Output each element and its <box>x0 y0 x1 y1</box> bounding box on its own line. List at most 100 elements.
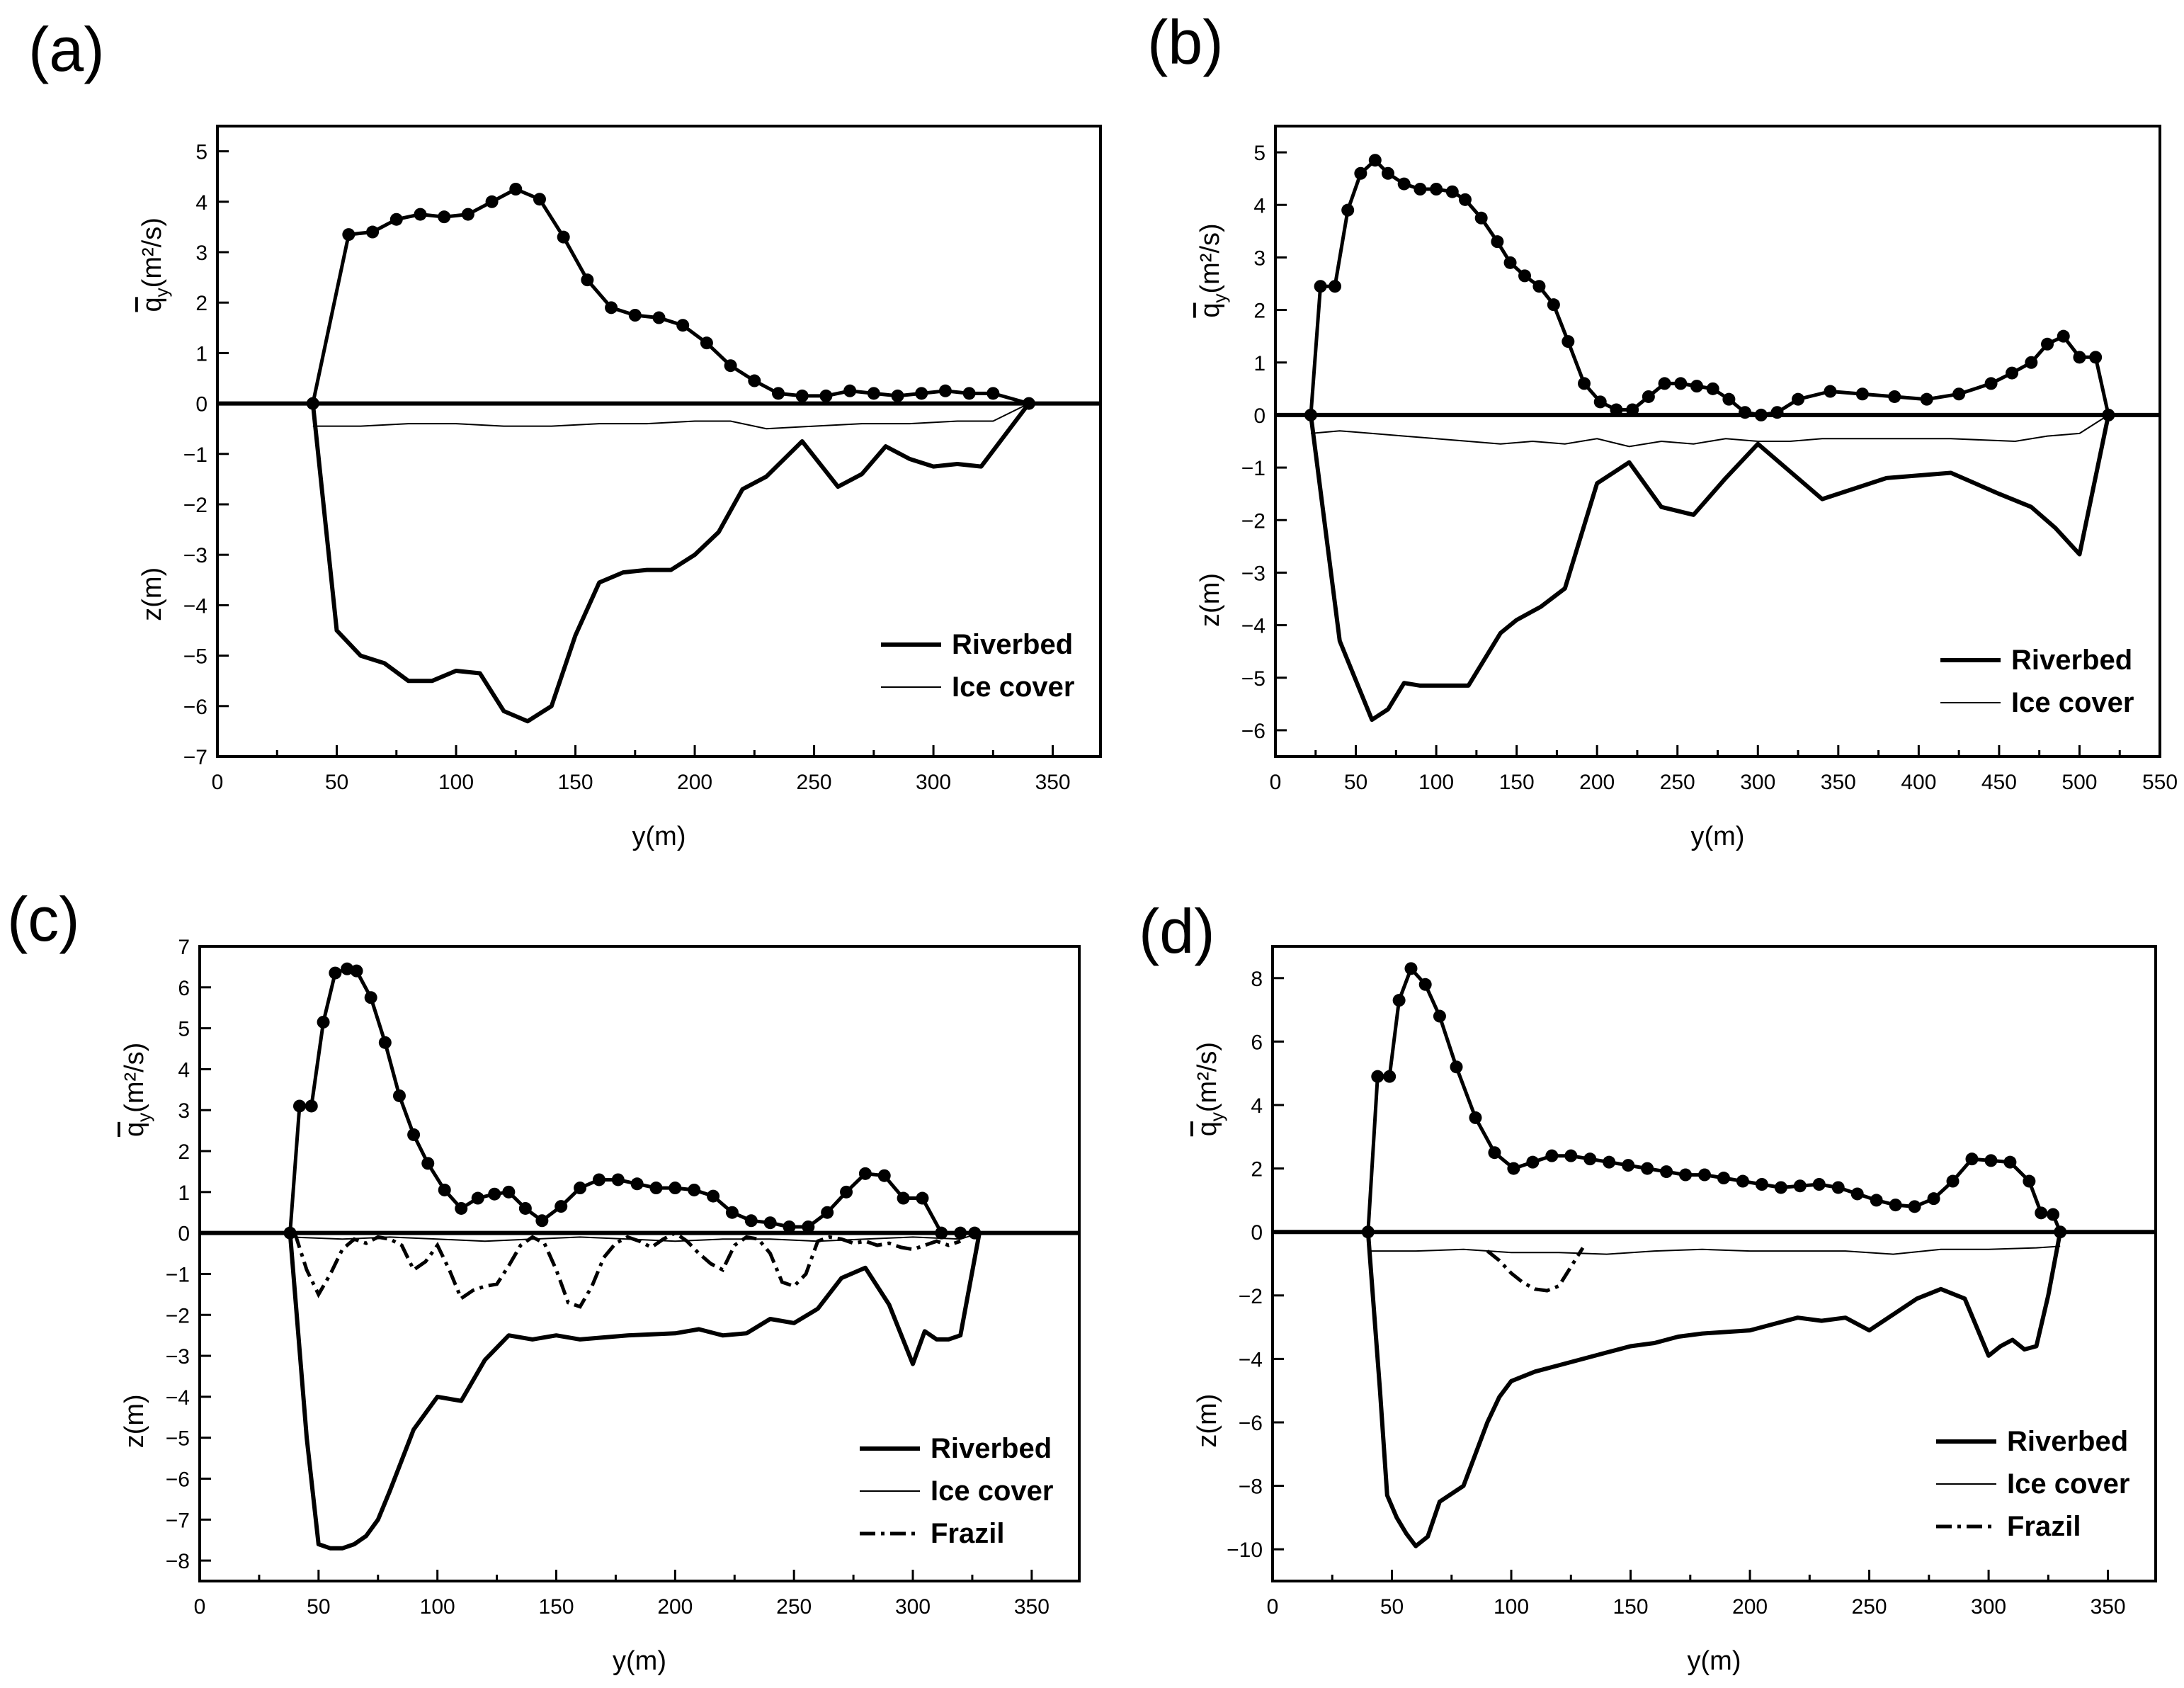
discharge-point <box>1888 390 1901 403</box>
x-axis-label: y(m) <box>1691 822 1745 851</box>
discharge-point <box>707 1189 720 1203</box>
discharge-point <box>688 1183 701 1196</box>
discharge-line <box>311 187 1030 406</box>
riverbed-line <box>1309 414 2111 723</box>
y-tick-label: −6 <box>183 696 207 719</box>
discharge-point <box>518 1201 532 1215</box>
x-tick-label: 50 <box>1344 771 1367 794</box>
y-tick-label: −6 <box>166 1468 190 1491</box>
y-tick-label: −7 <box>166 1509 190 1532</box>
y-tick-label: 2 <box>178 1140 190 1164</box>
discharge-point <box>630 1177 644 1191</box>
y-axis-label-top: qy(m²/s) <box>137 217 172 312</box>
discharge-point <box>611 1173 625 1186</box>
discharge-point <box>1503 256 1517 269</box>
x-tick-label: 300 <box>895 1595 931 1619</box>
discharge-point <box>968 1226 982 1240</box>
y-tick-label: 5 <box>178 1018 190 1041</box>
discharge-point <box>438 210 451 224</box>
y-tick-label: −8 <box>1239 1475 1263 1499</box>
discharge-point <box>1698 1168 1712 1182</box>
discharge-point <box>2089 351 2103 364</box>
discharge-point <box>605 301 618 315</box>
discharge-point <box>1371 1070 1384 1083</box>
discharge-point <box>1927 1192 1940 1206</box>
discharge-point <box>341 962 354 975</box>
y-tick-label: 1 <box>178 1182 190 1205</box>
discharge-point <box>581 273 594 287</box>
discharge-point <box>1507 1162 1520 1175</box>
x-tick-label: 500 <box>2061 771 2097 794</box>
riverbed-line <box>288 1233 982 1551</box>
discharge-point <box>554 1200 568 1213</box>
discharge-point <box>1564 1149 1578 1162</box>
discharge-point <box>724 359 737 373</box>
discharge-point <box>2006 366 2019 380</box>
y-axis-label-bottom: z(m) <box>137 567 167 621</box>
discharge-point <box>763 1216 777 1230</box>
x-tick-label: 50 <box>1380 1595 1404 1619</box>
discharge-point <box>1450 1060 1463 1074</box>
discharge-point <box>2025 356 2038 369</box>
x-tick-label: 350 <box>2091 1595 2126 1619</box>
x-tick-label: 150 <box>558 771 593 794</box>
discharge-point <box>366 225 380 239</box>
frazil-line <box>1486 1247 1585 1293</box>
discharge-point <box>1690 380 1703 393</box>
legend-label-riverbed: Riverbed <box>2007 1426 2128 1457</box>
x-tick-label: 400 <box>1901 771 1936 794</box>
y-tick-label: 2 <box>1251 1158 1263 1182</box>
discharge-point <box>306 397 319 410</box>
discharge-point <box>1354 166 1367 180</box>
y-axis-label-bottom: z(m) <box>1193 1394 1222 1448</box>
x-tick-label: 100 <box>1418 771 1454 794</box>
y-tick-label: 8 <box>1251 968 1263 991</box>
discharge-point <box>915 387 928 400</box>
discharge-point <box>1984 1154 1998 1167</box>
ice-cover-line <box>312 402 1030 430</box>
ice-cover-line <box>290 1232 980 1242</box>
discharge-point <box>592 1173 605 1186</box>
discharge-point <box>1641 1162 1654 1175</box>
discharge-point <box>1658 377 1671 390</box>
discharge-line <box>1309 158 2110 417</box>
panel-label: (c) <box>7 884 80 954</box>
discharge-point <box>1755 1178 1768 1191</box>
discharge-point <box>1774 1181 1787 1194</box>
y-tick-label: 4 <box>1251 1094 1263 1118</box>
x-tick-label: 250 <box>776 1595 812 1619</box>
discharge-point <box>389 213 403 226</box>
discharge-point <box>535 1214 549 1228</box>
y-tick-label: −1 <box>166 1263 190 1286</box>
y-tick-label: −3 <box>166 1345 190 1369</box>
discharge-point <box>1946 1174 1960 1188</box>
discharge-point <box>1545 1149 1559 1162</box>
x-tick-label: 300 <box>916 771 951 794</box>
y-tick-label: −4 <box>183 594 207 618</box>
discharge-point <box>840 1185 853 1199</box>
discharge-point <box>1706 382 1719 395</box>
y-tick-label: 3 <box>178 1099 190 1123</box>
y-axis-label-top: qy(m²/s) <box>1193 1042 1227 1136</box>
discharge-point <box>1361 1225 1375 1239</box>
discharge-point <box>1304 408 1317 421</box>
y-tick-label: 4 <box>1253 194 1266 217</box>
x-tick-label: 200 <box>1732 1595 1768 1619</box>
discharge-point <box>1314 280 1327 293</box>
plot-frame <box>1271 945 2157 1582</box>
y-axis-label-bottom: z(m) <box>120 1394 149 1448</box>
y-axis-label-top: qy(m²/s) <box>1195 223 1230 317</box>
discharge-point <box>1404 962 1418 975</box>
y-tick-label: 5 <box>1253 142 1266 165</box>
discharge-point <box>1458 193 1472 206</box>
discharge-point <box>438 1183 451 1196</box>
discharge-point <box>1383 1070 1397 1083</box>
discharge-point <box>421 1157 435 1170</box>
discharge-point <box>1679 1168 1693 1182</box>
discharge-point <box>1610 403 1623 417</box>
discharge-point <box>1341 203 1355 217</box>
y-tick-label: −7 <box>183 746 207 769</box>
panel-a: (a) 0 50 100 150 200 250 300 350 −7 −6 −5 −4 −3 −2 −1 0 1… <box>28 14 1102 851</box>
x-tick-label: 50 <box>325 771 348 794</box>
plot-frame <box>216 125 1102 758</box>
